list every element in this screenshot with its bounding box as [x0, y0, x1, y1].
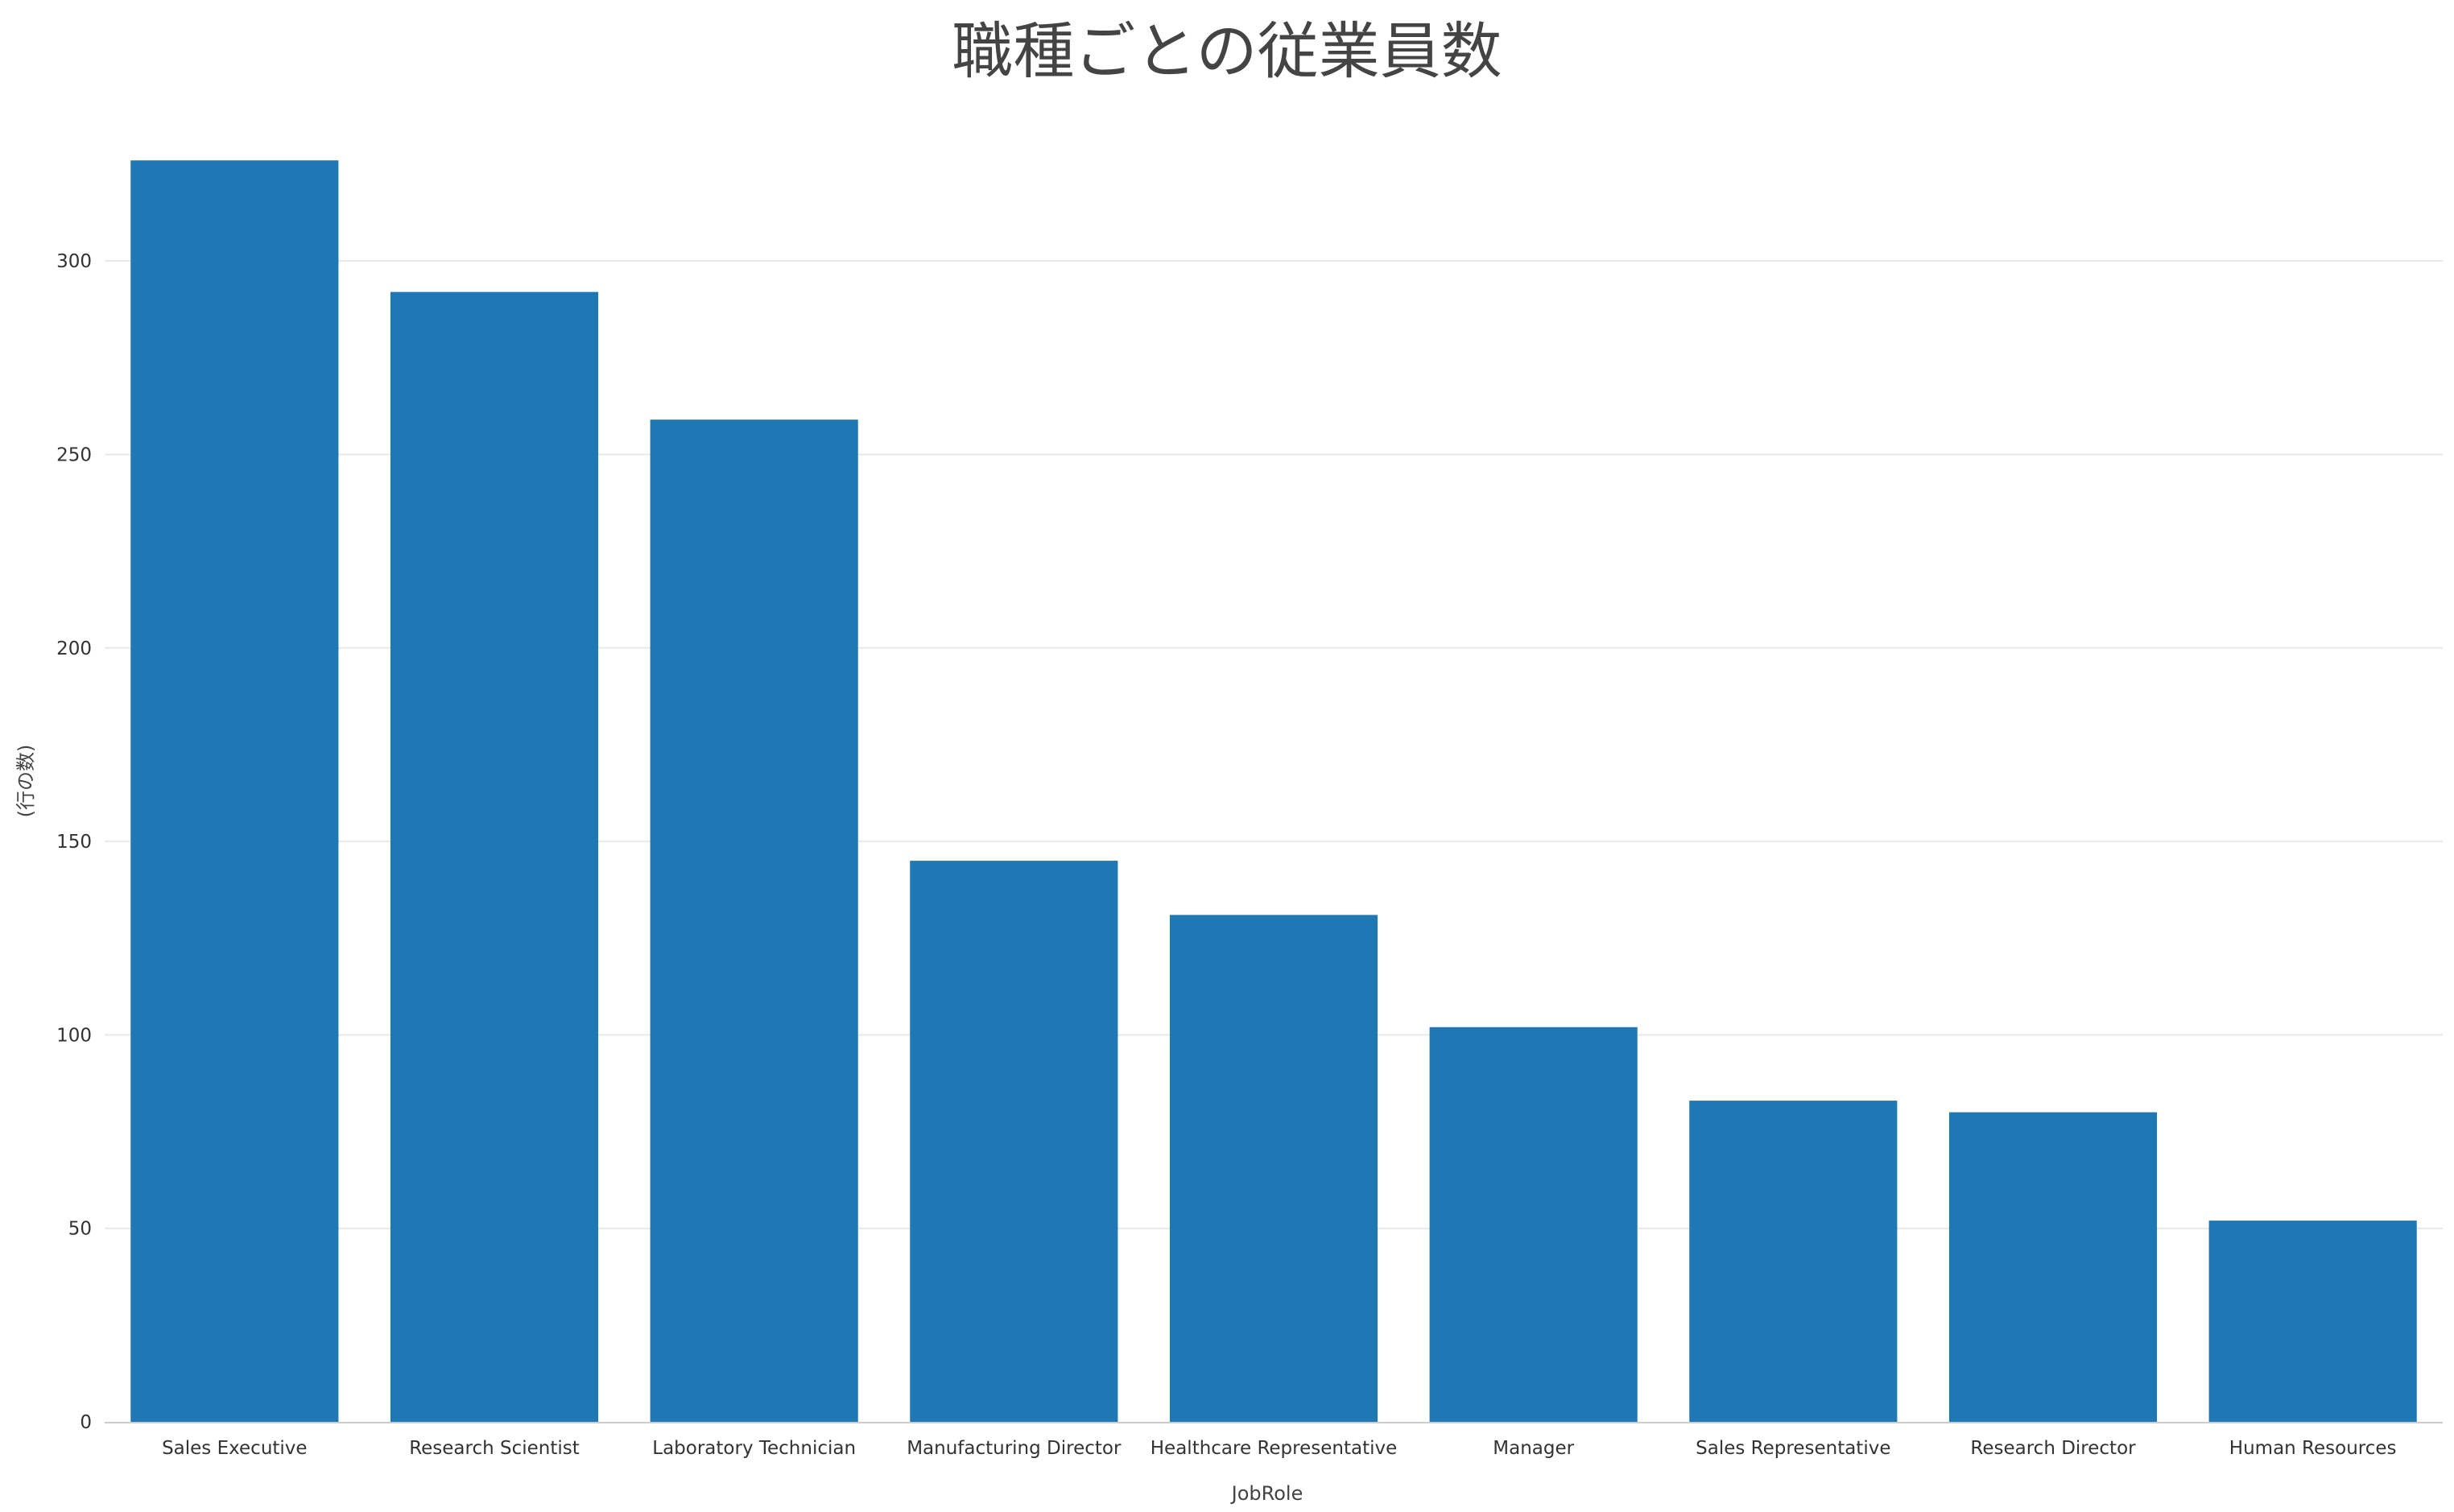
- chart-title: 職種ごとの従業員数: [952, 15, 1502, 87]
- bar[interactable]: [1948, 1112, 2158, 1422]
- y-axis-title: (行の数): [14, 745, 37, 818]
- x-tick-label: Laboratory Technician: [652, 1438, 856, 1459]
- x-tick-label: Sales Executive: [162, 1438, 308, 1459]
- y-tick-label: 150: [56, 832, 92, 853]
- y-tick-label: 100: [56, 1025, 92, 1046]
- bars: [130, 160, 2417, 1423]
- x-tick-label: Manufacturing Director: [907, 1438, 1122, 1459]
- bar[interactable]: [2208, 1221, 2417, 1422]
- bar[interactable]: [1429, 1027, 1638, 1422]
- x-tick-label: Sales Representative: [1696, 1438, 1890, 1459]
- bar[interactable]: [1169, 915, 1378, 1422]
- x-tick-label: Manager: [1493, 1438, 1574, 1459]
- y-tick-label: 0: [80, 1412, 92, 1433]
- x-axis-ticks: Sales Executive Research Scientist Laborat…: [162, 1438, 2396, 1459]
- x-axis-title: JobRole: [1230, 1482, 1303, 1505]
- y-axis-ticks: 0 50 100 150 200 250 300: [56, 251, 92, 1433]
- y-tick-label: 200: [56, 638, 92, 659]
- y-tick-label: 300: [56, 251, 92, 272]
- x-tick-label: Healthcare Representative: [1151, 1438, 1397, 1459]
- y-tick-label: 250: [56, 444, 92, 465]
- bar[interactable]: [130, 160, 339, 1422]
- x-tick-label: Research Director: [1970, 1438, 2136, 1459]
- bar[interactable]: [910, 861, 1118, 1422]
- bar[interactable]: [390, 291, 599, 1422]
- bar[interactable]: [1689, 1101, 1898, 1422]
- x-tick-label: Research Scientist: [409, 1438, 580, 1459]
- y-tick-label: 50: [68, 1219, 92, 1240]
- x-tick-label: Human Resources: [2229, 1438, 2397, 1459]
- bar[interactable]: [650, 419, 858, 1423]
